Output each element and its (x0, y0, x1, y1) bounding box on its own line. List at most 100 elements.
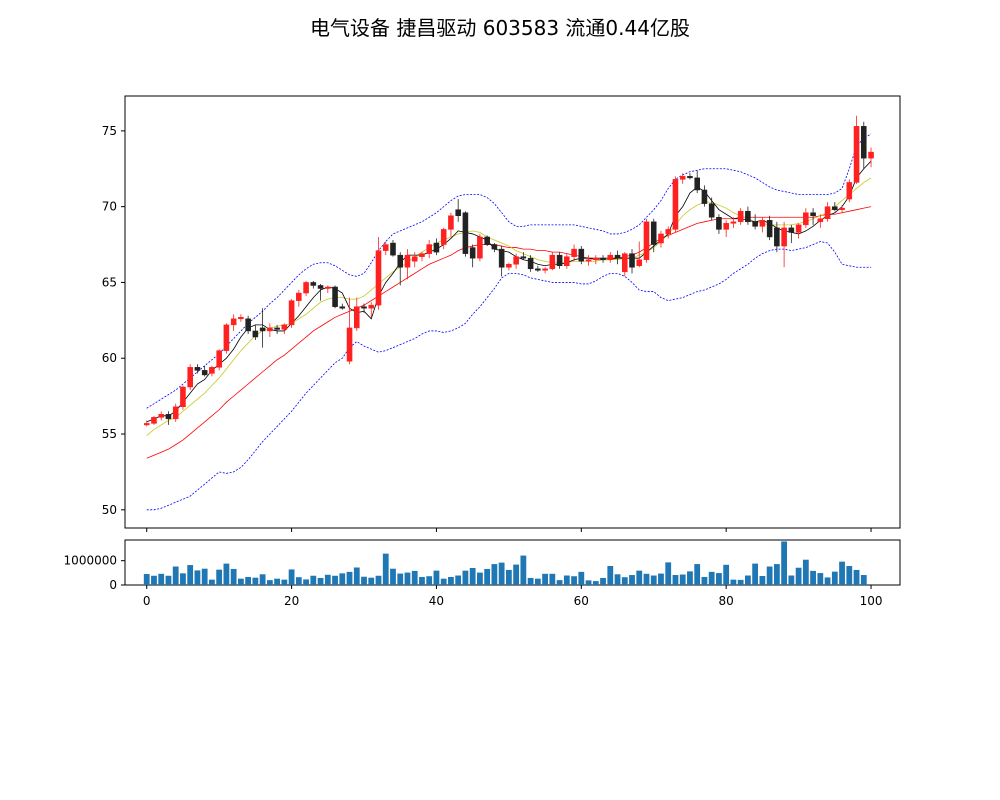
volume-bar (281, 579, 288, 585)
volume-bar (737, 579, 744, 585)
candle-body (614, 254, 621, 259)
candle-body (353, 306, 360, 329)
candle-body (593, 257, 599, 260)
volume-bar (636, 570, 643, 585)
volume-bar (491, 564, 498, 585)
candle-body (201, 370, 208, 376)
candle-body (868, 151, 874, 159)
volume-bar (824, 577, 831, 585)
volume-bar (324, 574, 331, 585)
volume-bar (672, 575, 679, 585)
volume-bar (679, 574, 686, 585)
candle-body (730, 221, 737, 224)
candle-body (832, 206, 838, 210)
volume-bar (462, 570, 469, 585)
volume-bar (216, 569, 223, 585)
candle-body (274, 327, 280, 330)
candle-body (665, 229, 672, 235)
volume-bar (201, 568, 208, 585)
candle-body (194, 367, 201, 371)
candle-body (339, 306, 346, 309)
volume-bar (687, 571, 693, 585)
ma5-line (146, 160, 872, 423)
candle-body (527, 257, 534, 270)
volume-bar (455, 575, 462, 585)
volume-bar (650, 575, 657, 585)
y-tick-label: 50 (102, 503, 117, 517)
candle-body (455, 209, 461, 216)
volume-bar (788, 575, 795, 585)
x-tick-label: 80 (719, 594, 734, 608)
candle-body (390, 242, 396, 256)
candle-body (238, 317, 244, 320)
candle-body (774, 227, 780, 247)
candle-body (701, 189, 708, 204)
volume-bar (520, 555, 527, 585)
y-tick-label: 60 (102, 351, 117, 365)
volume-bar (759, 576, 766, 585)
volume-bar (180, 573, 186, 585)
volume-bar (846, 566, 853, 585)
volume-bar (839, 561, 845, 585)
volume-bar (390, 568, 396, 585)
volume-bar (607, 566, 614, 585)
candle-body (861, 126, 867, 159)
volume-bar (766, 566, 773, 585)
volume-bar (411, 570, 418, 585)
volume-bar (665, 562, 672, 585)
volume-bar (556, 580, 563, 585)
candle-body (788, 227, 795, 233)
candle-body (187, 367, 193, 388)
candle-body (600, 257, 606, 260)
x-tick-label: 60 (574, 594, 589, 608)
volume-bar (708, 571, 715, 585)
volume-bar (172, 566, 179, 585)
volume-bar (237, 578, 244, 585)
volume-bar (223, 563, 230, 585)
volume-bar (310, 575, 317, 585)
volume-bar (368, 577, 375, 585)
candle-body (411, 256, 418, 262)
candle-body (325, 286, 331, 289)
y-tick-label: 65 (102, 275, 117, 289)
candle-body (477, 236, 483, 259)
bollinger-upper-line (146, 133, 872, 409)
volume-bar (534, 578, 541, 585)
candle-body (158, 414, 164, 418)
volume-bar (781, 541, 788, 585)
volume-bar (773, 564, 780, 585)
volume-bar (353, 567, 360, 585)
volume-bar (339, 573, 346, 585)
volume-y-tick-label: 0 (109, 578, 117, 592)
volume-bar (752, 563, 759, 585)
candle-body (564, 256, 570, 267)
candle-body (143, 423, 150, 426)
candle-body (745, 210, 751, 223)
candle-body (303, 282, 309, 294)
candle-body (650, 221, 657, 245)
candle-body (853, 126, 860, 183)
volume-bar (266, 580, 273, 585)
volume-bar (332, 575, 338, 585)
candle-body (491, 244, 498, 250)
candle-body (846, 182, 853, 200)
candle-body (636, 259, 643, 267)
volume-bar (230, 568, 237, 585)
volume-bar (745, 575, 751, 585)
volume-bar (187, 565, 194, 585)
candle-body (759, 220, 766, 227)
x-tick-label: 0 (143, 594, 151, 608)
bollinger-lower-line (146, 241, 872, 511)
y-tick-label: 75 (102, 124, 117, 138)
volume-bar (295, 577, 302, 585)
volume-bar (505, 569, 512, 585)
candle-body (781, 227, 787, 247)
candle-body (346, 327, 353, 362)
candle-body (679, 176, 686, 180)
candle-body (607, 254, 614, 260)
candle-body (803, 212, 809, 226)
candle-body (440, 229, 447, 245)
volume-bar (513, 564, 520, 585)
candle-body (267, 327, 273, 332)
